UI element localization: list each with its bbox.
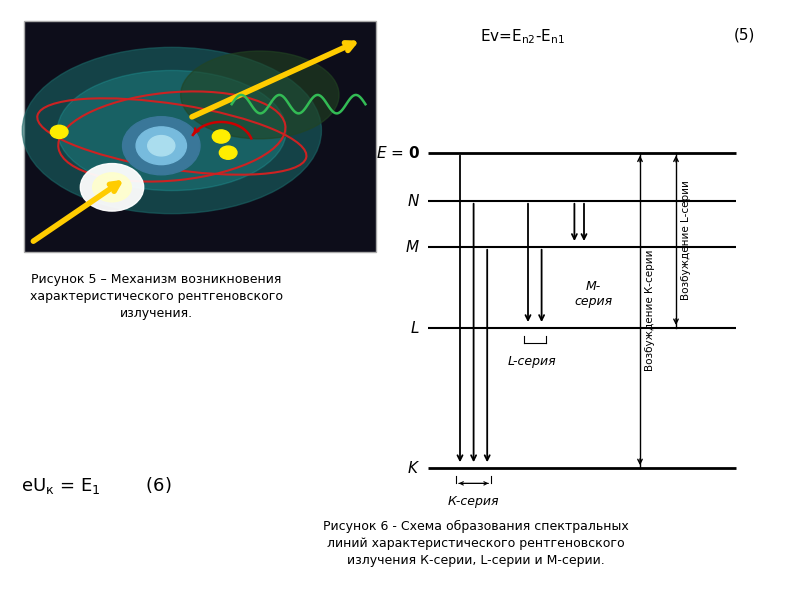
Text: (5): (5) <box>734 27 754 42</box>
Circle shape <box>136 127 186 164</box>
Text: М-
серия: М- серия <box>574 280 613 308</box>
Text: $\it{N}$: $\it{N}$ <box>407 193 420 209</box>
Ellipse shape <box>22 47 322 214</box>
Text: Ev=E$_{\mathregular{n2}}$-E$_{\mathregular{n1}}$: Ev=E$_{\mathregular{n2}}$-E$_{\mathregul… <box>480 27 565 46</box>
Text: Рисунок 6 - Схема образования спектральных
линий характеристического рентгеновск: Рисунок 6 - Схема образования спектральн… <box>323 520 629 567</box>
Text: $\it{E}$ = $\mathbf{0}$: $\it{E}$ = $\mathbf{0}$ <box>376 145 420 161</box>
Circle shape <box>50 125 68 139</box>
Bar <box>24 21 376 252</box>
Circle shape <box>219 146 237 159</box>
Circle shape <box>148 136 175 156</box>
Ellipse shape <box>58 70 286 191</box>
Text: $\it{K}$: $\it{K}$ <box>407 460 420 476</box>
Circle shape <box>80 164 144 211</box>
Ellipse shape <box>181 51 339 139</box>
Text: eU$_{\mathregular{к}}$ = E$_{\mathregular{1}}$        (6): eU$_{\mathregular{к}}$ = E$_{\mathregula… <box>21 475 171 497</box>
Circle shape <box>93 173 131 202</box>
Text: К-серия: К-серия <box>448 495 499 508</box>
Text: $\it{M}$: $\it{M}$ <box>406 239 420 255</box>
Circle shape <box>212 130 230 143</box>
Text: $\it{L}$: $\it{L}$ <box>410 320 420 336</box>
Circle shape <box>122 116 200 175</box>
Text: Возбуждение L-серии: Возбуждение L-серии <box>681 181 690 300</box>
Text: Возбуждение К-серии: Возбуждение К-серии <box>645 250 655 371</box>
Text: Рисунок 5 – Механизм возникновения
характеристического рентгеновского
излучения.: Рисунок 5 – Механизм возникновения харак… <box>30 273 282 320</box>
Text: L-серия: L-серия <box>508 355 556 368</box>
